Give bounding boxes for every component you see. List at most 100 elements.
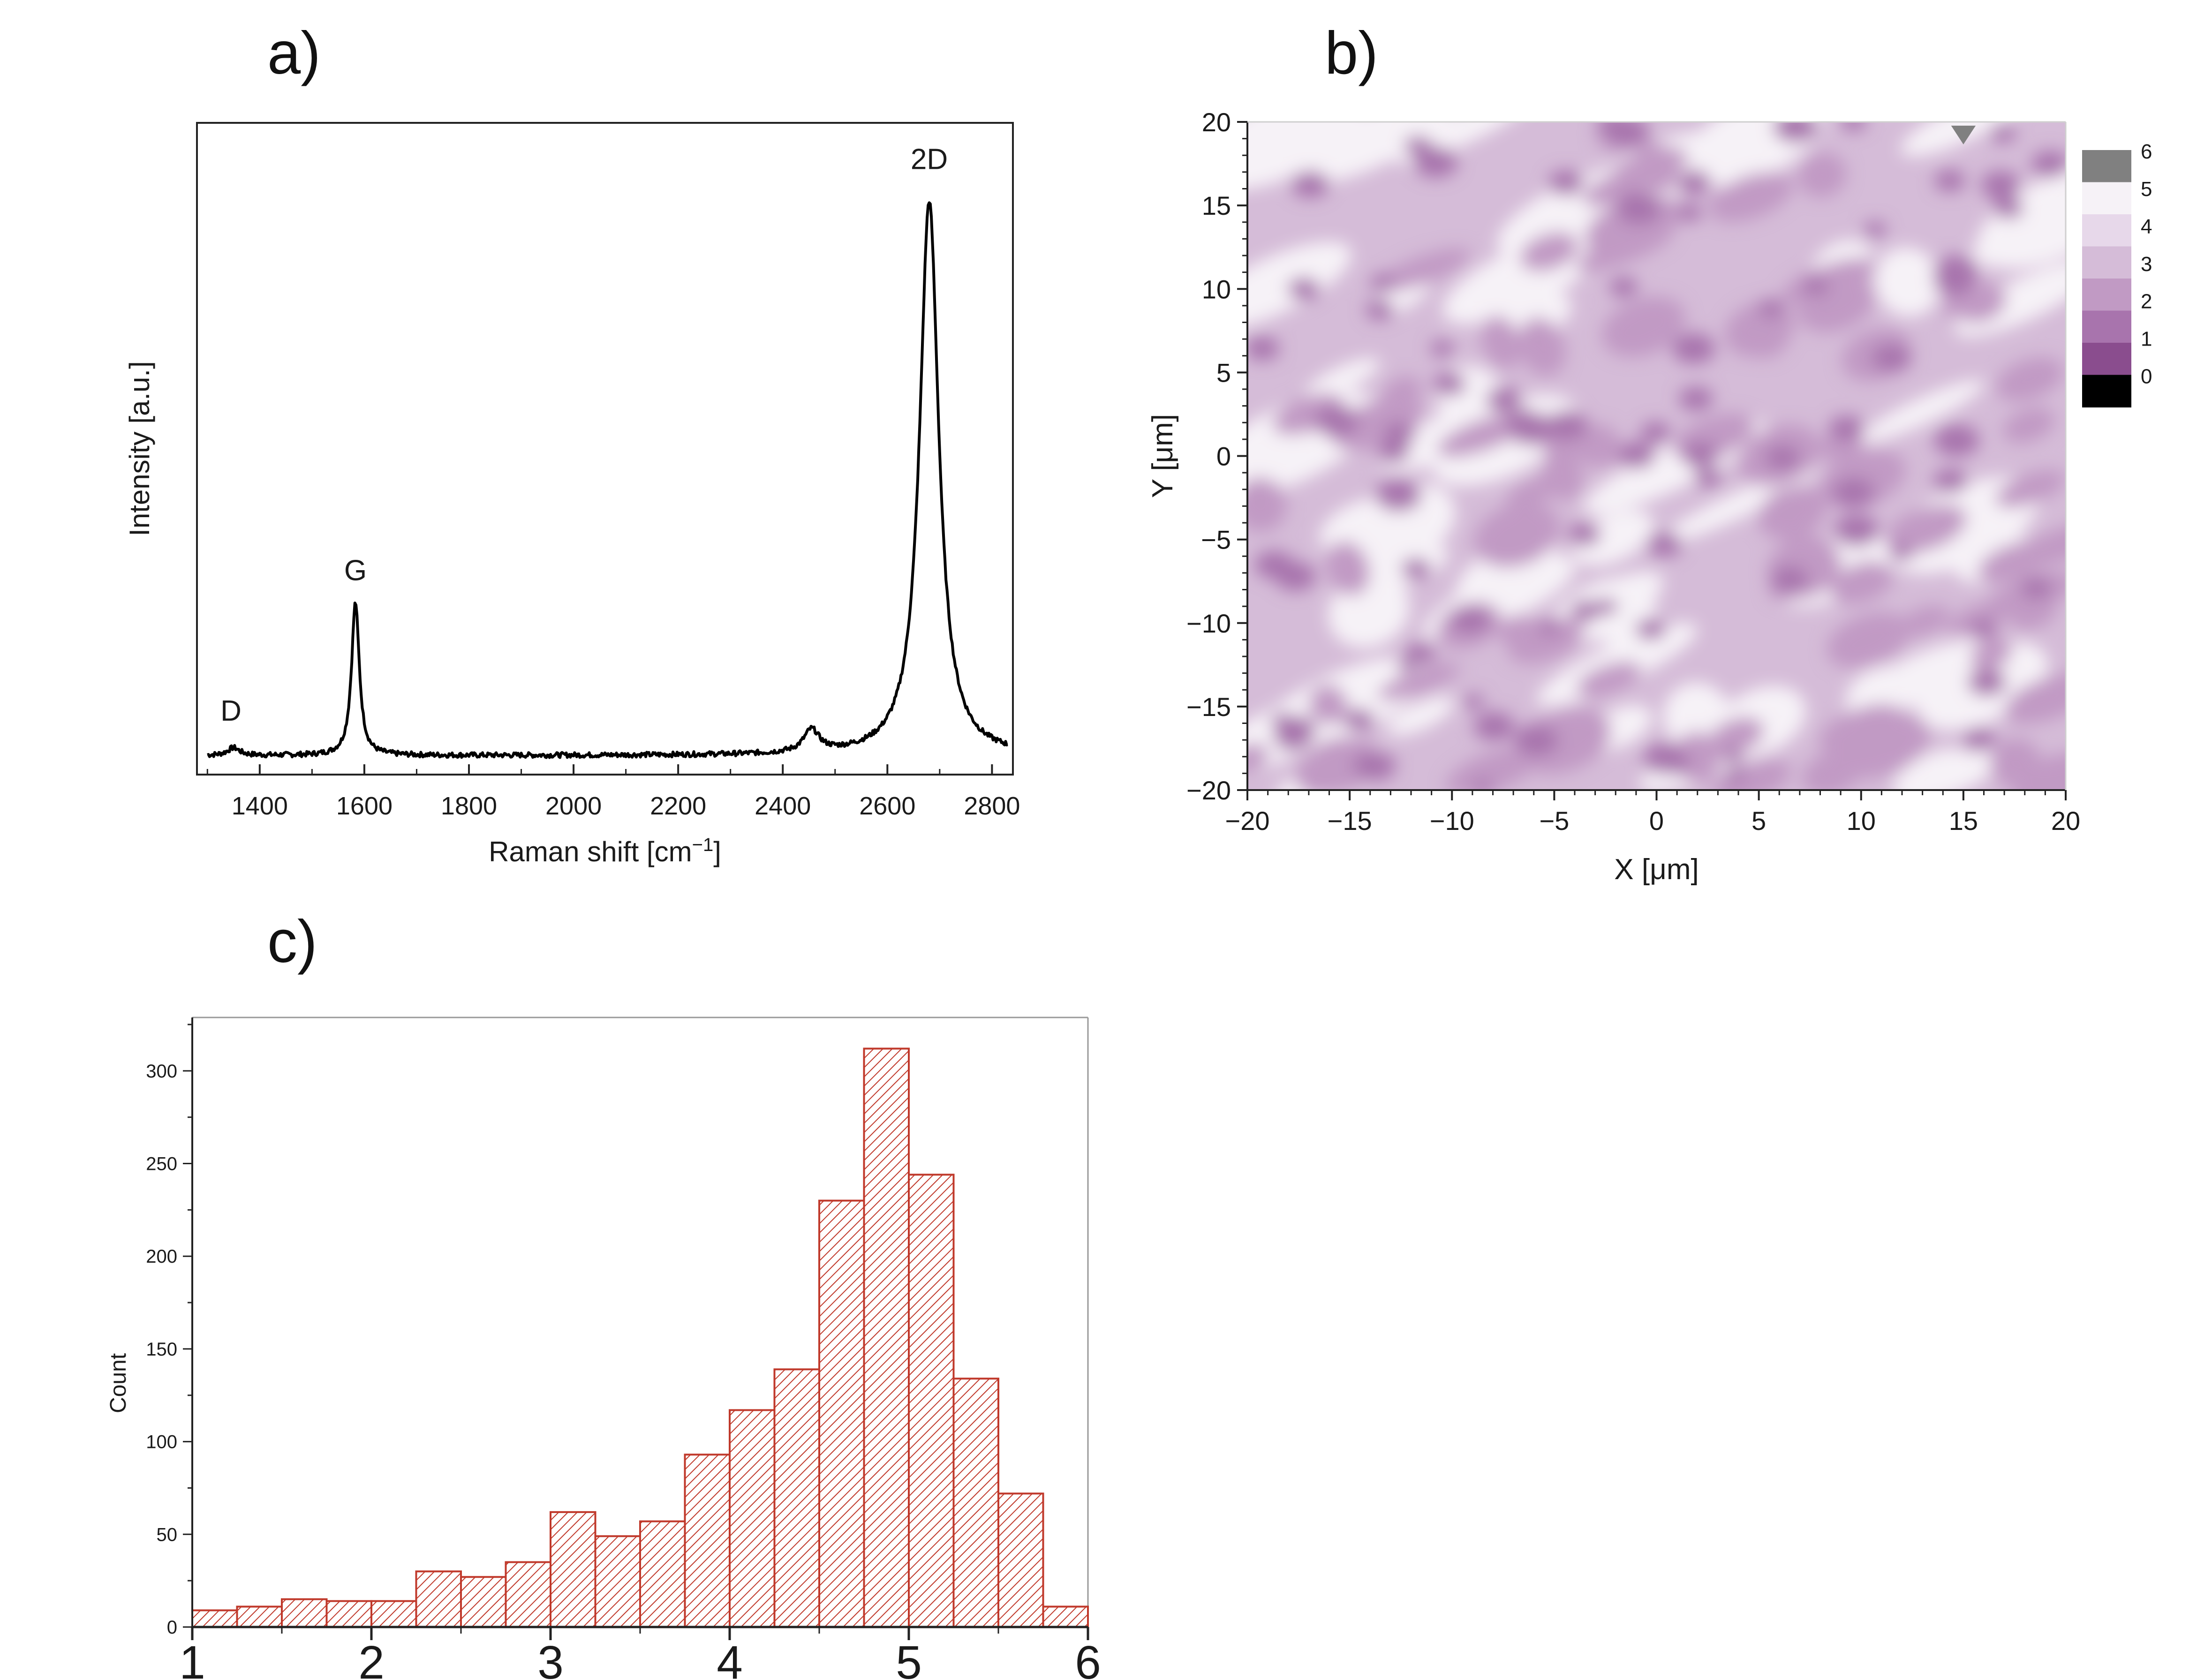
heatmap-dark-spot [1404,136,1432,156]
x-tick-label: 0 [1649,806,1664,836]
heatmap-light-region [1845,666,1913,718]
heatmap-dark-spot [2021,577,2052,599]
x-tick-label: 2 [358,1636,385,1680]
heatmap-dark-spot [1981,171,2020,199]
heatmap-dark-spot [1993,197,2023,219]
heatmap-dark-spot [1506,409,1542,435]
heatmap-light-region [1658,467,1817,544]
histogram-bar [415,1570,462,1628]
y-tick-label: −5 [1201,525,1231,555]
heatmap-mid-region [1498,614,1535,646]
x-axis-title: X [μm] [1614,853,1699,886]
y-tick-label: −15 [1186,692,1231,722]
heatmap-mid-region [1517,708,1611,774]
heatmap-dark-spot [1671,761,1691,776]
histogram-bar [460,1576,507,1628]
heatmap-light-region [1874,247,1941,317]
heatmap-dark-spot [1463,694,1484,709]
heatmap-mid-region [1518,317,1566,377]
heatmap-dark-spot [1828,415,1865,441]
panel-label-c: c) [267,908,317,975]
heatmap-dark-spot [1280,716,1316,742]
y-tick-label: 5 [1216,358,1231,387]
heatmap-dark-spot [1934,424,1979,457]
heatmap-mid-region [1899,605,1950,637]
heatmap-mid-region [1745,323,1788,359]
heatmap-mid-region [1830,561,1894,604]
heatmap-dark-spot [1641,422,1670,443]
x-tick-label: 10 [1847,806,1876,836]
heatmap-mid-region [1309,684,1347,724]
heatmap-dark-spot [1679,386,1713,411]
heatmap-mid-region [1577,424,1620,468]
x-tick-label: 2400 [755,792,811,820]
histogram-bar [908,1174,955,1628]
histogram-bar [863,1047,910,1628]
heatmap-mid-region [1437,413,1529,457]
heatmap-dark-spot [1375,478,1421,512]
y-tick-label: 50 [157,1524,178,1545]
histogram-bar [818,1199,865,1628]
colorbar-swatch [2082,150,2131,183]
heatmap-mid-region [1708,172,1793,222]
panel-label-a: a) [267,20,321,87]
heatmap-dark-spot [1889,544,1913,561]
heatmap-dark-spot [1513,724,1558,756]
heatmap-mid-region [1575,228,1673,271]
x-tick-label: −10 [1430,806,1474,836]
colorbar-label: 2 [2141,290,2152,313]
histogram-bar [370,1600,417,1628]
histogram-bar [952,1378,999,1628]
heatmap-dark-spot [1682,441,1719,468]
heatmap-dark-spot [1247,336,1280,361]
heatmap-mid-region [1326,541,1370,596]
heatmap-mid-region [2013,753,2066,790]
colorbar-label: 6 [2141,140,2152,163]
heatmap-light-region [1684,122,1824,187]
y-tick-label: 300 [146,1061,177,1082]
raman-map-chart: −20 −15 −10 −5 0 5 10 15 20−20−15−10−505101520X … [1147,107,2152,886]
y-axis-title: Intensity [a.u.] [124,361,155,536]
histogram-bar [997,1492,1044,1628]
heatmap-dark-spot [1450,605,1491,634]
x-tick-label: 2000 [545,792,602,820]
x-tick-label: 1800 [441,792,497,820]
histogram-bar [639,1520,686,1628]
x-tick-label: 1600 [336,792,393,820]
heatmap-mid-region [1819,704,1906,755]
histogram-bar [325,1600,372,1628]
heatmap-mid-region [1995,470,2066,508]
heatmap-light-region [1247,241,1352,329]
heatmap-mid-region [1378,663,1460,701]
y-tick-label: −10 [1186,609,1231,638]
heatmap-dark-spot [1353,750,1396,781]
heatmap-mid-region [1996,357,2063,401]
histogram-bar [505,1561,551,1628]
heatmap-dark-spot [1291,171,1329,198]
heatmap-dark-spot [1834,514,1879,547]
heatmap-dark-spot [1548,170,1584,196]
y-tick-label: 0 [1216,442,1231,471]
x-tick-label: −5 [1539,806,1569,836]
heatmap-dark-spot [1676,203,1702,222]
heatmap-mid-region [1247,477,1287,532]
heatmap-mid-region [1827,612,1910,668]
histogram-chart: 0 50 100 150 200 250 300 1 2 3 4 5 6 Count [106,1017,1101,1680]
heatmap-mid-region [1520,232,1578,271]
colorbar-swatch [2082,375,2131,407]
heatmap-dark-spot [1758,299,1785,318]
heatmap-light-region [1859,380,1985,443]
heatmap-dark-spot [1570,600,1600,622]
heatmap-light-region [1293,122,1452,183]
heatmap-dark-spot [1694,467,1722,488]
heatmap-dark-spot [1486,387,1522,413]
heatmap-dark-spot [1378,440,1410,463]
heatmap-dark-spot [1841,122,1866,131]
colorbar-swatch [2082,343,2131,376]
heatmap-dark-spot [1595,598,1618,615]
heatmap-dark-spot [1404,642,1436,665]
colorbar-label: 1 [2141,328,2152,351]
colorbar-swatch [2082,279,2131,311]
y-tick-label: 0 [167,1617,177,1638]
